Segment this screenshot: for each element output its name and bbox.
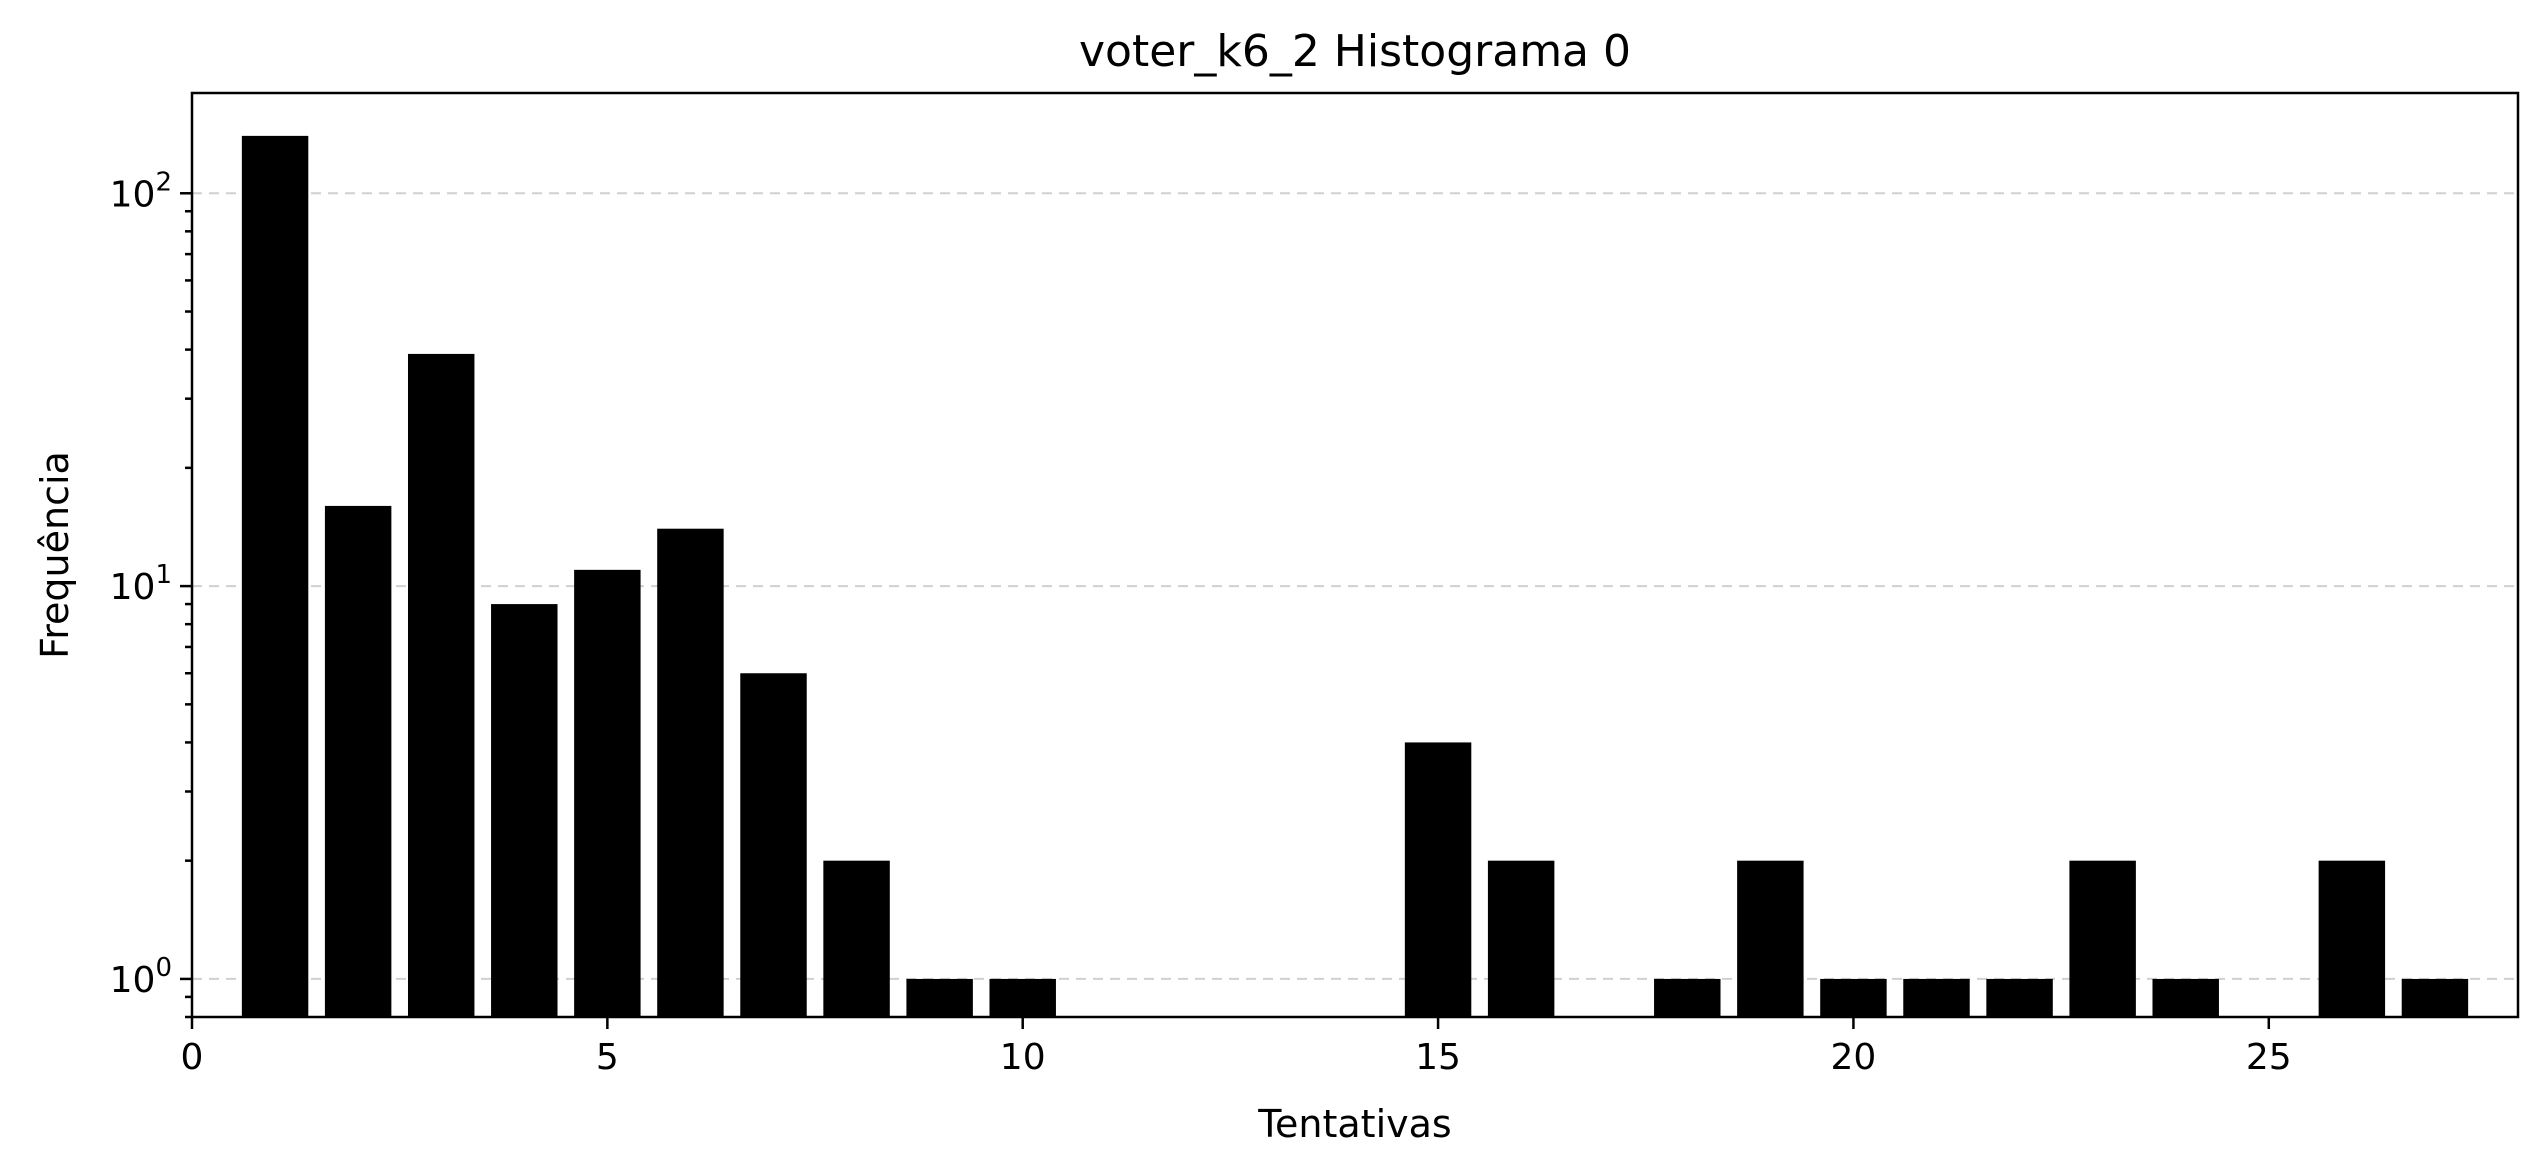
bar-16 (1487, 860, 1555, 1017)
bar-20 (1820, 978, 1887, 1017)
bar-21 (1903, 978, 1970, 1017)
bar-27 (2401, 978, 2469, 1017)
bar-8 (823, 860, 890, 1017)
y-tick-label-2: 102 (110, 167, 172, 215)
bar-3 (407, 353, 475, 1017)
bar-26 (2318, 860, 2386, 1017)
chart-title: voter_k6_2 Histograma 0 (1079, 26, 1631, 77)
x-axis-label: Tentativas (1257, 1102, 1451, 1146)
x-tick-label-15: 15 (1415, 1037, 1461, 1078)
plot-frame (190, 91, 2520, 1019)
x-tick-label-10: 10 (1000, 1037, 1046, 1078)
bar-23 (2069, 860, 2136, 1017)
y-axis-ticks: 100 101 102 (110, 167, 192, 1019)
x-tick-label-0: 0 (181, 1037, 204, 1078)
bar-5 (574, 569, 641, 1017)
bar-15 (1404, 742, 1472, 1017)
bar-4 (491, 604, 558, 1017)
bar-24 (2152, 978, 2219, 1017)
bar-22 (1986, 978, 2053, 1017)
x-axis-ticks: 0 5 10 15 20 25 (181, 1017, 2292, 1078)
bar-2 (324, 505, 392, 1017)
bar-9 (906, 978, 973, 1017)
bar-6 (657, 528, 724, 1017)
bar-7 (740, 673, 807, 1017)
bar-19 (1737, 860, 1804, 1017)
x-tick-label-5: 5 (596, 1037, 619, 1078)
x-tick-label-25: 25 (2246, 1037, 2292, 1078)
y-axis-label: Frequência (33, 451, 77, 659)
y-tick-label-0: 100 (110, 953, 172, 1001)
bar-18 (1654, 978, 1721, 1017)
bar-10 (989, 978, 1056, 1017)
bar-1 (241, 135, 309, 1017)
bars (241, 135, 2469, 1017)
y-tick-label-1: 101 (110, 560, 172, 608)
x-tick-label-20: 20 (1831, 1037, 1877, 1078)
